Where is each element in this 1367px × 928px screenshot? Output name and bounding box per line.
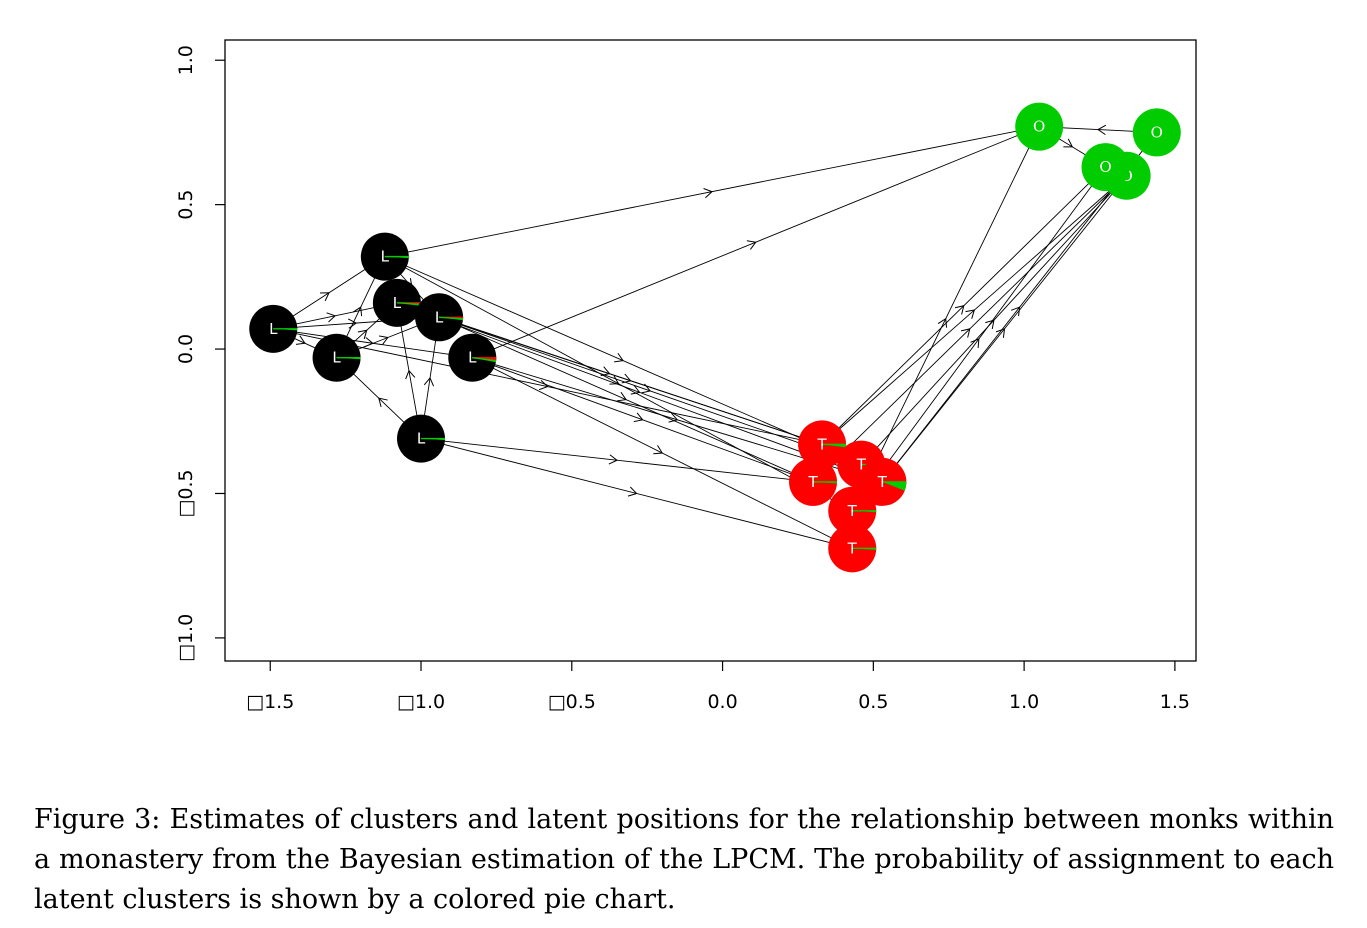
figure-caption: Figure 3: Estimates of clusters and late… [34, 804, 1334, 915]
x-axis: □1.5 □1.0 □0.5 0.0 0.5 1.0 1.5 [246, 661, 1190, 713]
x-tick-label: 1.0 [1009, 691, 1039, 713]
x-tick-label: 0.0 [707, 691, 737, 713]
edge-arrow [985, 319, 995, 330]
edge-arrow [1097, 124, 1107, 136]
node-label: O [1099, 158, 1111, 176]
pie-edge [472, 357, 497, 362]
node-l-2: L [360, 232, 409, 281]
edge-arrow [1010, 306, 1021, 317]
x-tick-label: □1.5 [246, 691, 294, 713]
node-l-1: L [312, 333, 361, 382]
node-label: T [807, 473, 818, 491]
edge-arrow [352, 306, 363, 317]
edge-arrow [937, 317, 948, 328]
x-tick-label: 0.5 [858, 691, 888, 713]
y-tick-label: □1.0 [175, 614, 197, 662]
node-t-9: T [789, 457, 838, 506]
node-label: L [381, 248, 390, 266]
node-disc [1015, 102, 1064, 151]
node-disc [1081, 143, 1130, 192]
y-tick-label: 0.0 [175, 334, 197, 364]
node-l-4: L [415, 293, 464, 342]
edge-arrow [326, 312, 337, 323]
pie-edge [439, 316, 464, 320]
scatter-plot: □1.5 □1.0 □0.5 0.0 0.5 1.0 1.5 1.00.50.0□0.5□1… [175, 39, 1197, 713]
pie-wedge-o [822, 444, 847, 448]
node-label: O [1033, 118, 1045, 136]
edge-arrow [746, 240, 757, 250]
edge-arrow [539, 380, 549, 391]
node-label: L [269, 320, 278, 338]
edge-arrow [378, 335, 389, 345]
network-nodes: LLLLLLLTTTTTTOOOO [249, 102, 1181, 573]
node-label: T [877, 473, 888, 491]
node-t-12: T [828, 524, 877, 573]
node-disc [1132, 108, 1181, 157]
edge-arrow [608, 454, 618, 465]
node-l-5: L [448, 333, 497, 382]
node-l-6: L [397, 414, 446, 463]
node-label: L [468, 349, 477, 367]
x-tick-label: 1.5 [1160, 691, 1190, 713]
node-t-11: T [828, 486, 877, 535]
edge-arrow [668, 412, 679, 423]
node-o-14: O [1132, 108, 1181, 157]
y-tick-label: 0.5 [175, 190, 197, 220]
edge-arrow [320, 292, 330, 302]
edge-arrow [653, 445, 664, 455]
x-tick-label: □1.0 [397, 691, 445, 713]
node-label: L [393, 294, 402, 312]
edge-arrow [954, 305, 965, 315]
node-label: L [417, 430, 426, 448]
node-o-13: O [1015, 102, 1064, 151]
edge-arrow [965, 309, 976, 319]
edge-arrow [960, 328, 971, 338]
y-tick-label: □0.5 [175, 469, 197, 517]
edge-arrow [614, 352, 624, 363]
node-label: T [847, 502, 858, 520]
edge-arrow [423, 376, 435, 387]
edge-arrow [641, 383, 652, 394]
node-l-3: L [372, 278, 421, 327]
edge-arrow [703, 188, 713, 199]
node-o-16: O [1081, 143, 1130, 192]
node-t-7: T [798, 420, 847, 469]
edge-arrow [995, 328, 1006, 338]
node-label: T [847, 539, 858, 557]
edge-arrow [633, 412, 644, 423]
edge-arrow [1063, 138, 1074, 148]
edge-arrow [295, 335, 306, 345]
x-tick-label: □0.5 [548, 691, 596, 713]
node-label: L [332, 349, 341, 367]
edge-arrow [405, 369, 416, 380]
plot-frame [224, 39, 1197, 662]
node-l-0: L [249, 304, 298, 353]
node-label: T [816, 435, 827, 453]
edge-arrow [970, 338, 980, 348]
node-t-10: T [858, 457, 907, 506]
edge-arrow [378, 397, 388, 407]
pie-wedge-o [882, 481, 907, 491]
edge-arrow [617, 391, 627, 402]
node-label: L [435, 308, 444, 326]
y-tick-label: 1.0 [175, 45, 197, 75]
node-label: T [856, 456, 867, 474]
edge-arrow [357, 329, 368, 340]
node-label: O [1151, 123, 1163, 141]
y-axis: 1.0 0.5 0.0 □0.5 □1.0 [175, 45, 225, 662]
network-edges [273, 124, 1158, 549]
edge-arrow [630, 385, 641, 395]
edge-arrow [627, 486, 638, 497]
pie-edge [396, 302, 421, 306]
